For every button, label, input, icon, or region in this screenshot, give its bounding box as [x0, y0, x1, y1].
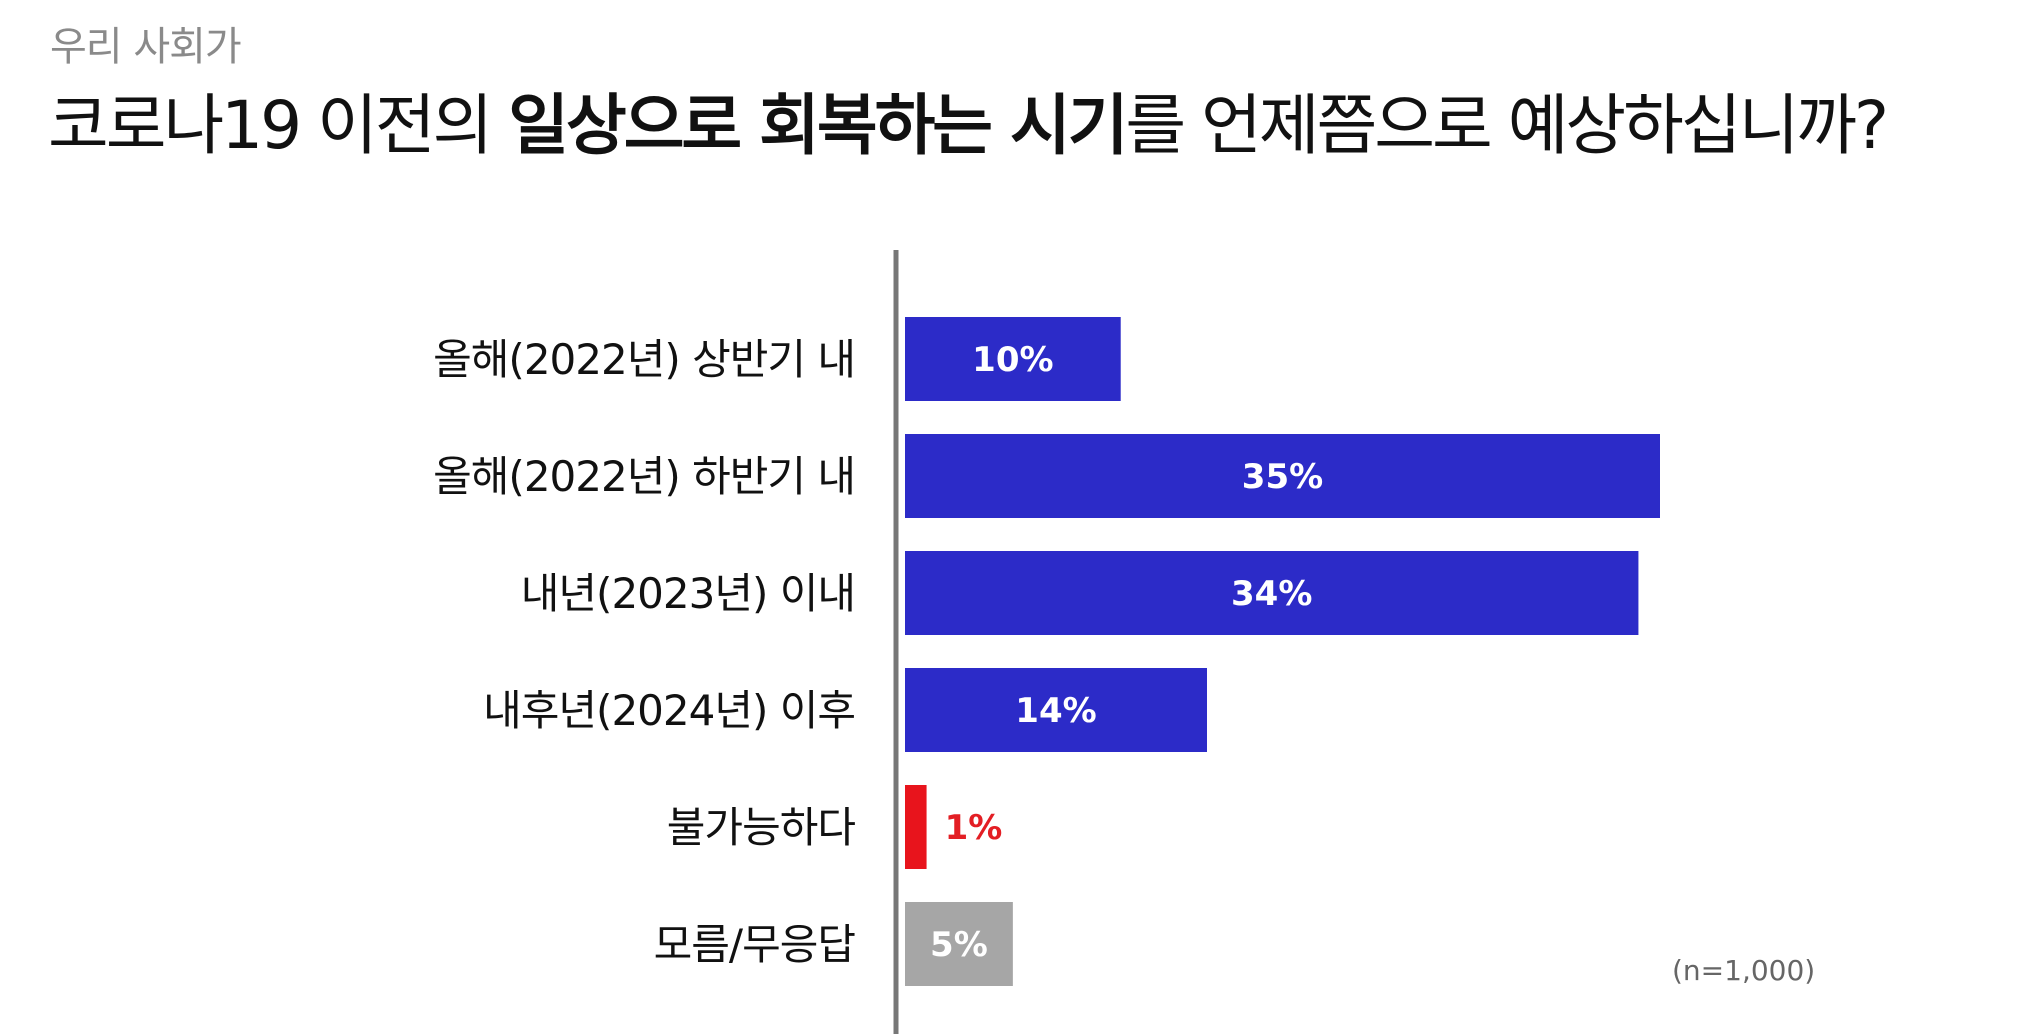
bar	[905, 902, 1013, 986]
value-label: 5%	[930, 925, 988, 965]
title-part-1: 일상으로 회복하는 시기	[508, 87, 1128, 164]
bar	[905, 317, 1121, 401]
category-label: 불가능하다	[667, 803, 856, 852]
sample-size-note: (n=1,000)	[1672, 954, 1816, 987]
chart-title: 코로나19 이전의 일상으로 회복하는 시기를 언제쯤으로 예상하십니까?	[48, 72, 1889, 168]
category-label: 올해(2022년) 하반기 내	[433, 452, 855, 501]
value-label: 10%	[972, 340, 1053, 380]
bar	[905, 434, 1660, 518]
value-label: 34%	[1231, 574, 1312, 614]
category-label: 내후년(2024년) 이후	[483, 686, 855, 735]
value-label: 35%	[1242, 457, 1323, 497]
category-label: 내년(2023년) 이내	[521, 569, 855, 618]
title-part-0: 코로나19 이전의	[48, 87, 509, 164]
category-label: 올해(2022년) 상반기 내	[433, 335, 855, 384]
category-label: 모름/무응답	[654, 920, 856, 969]
chart-subtitle: 우리 사회가	[50, 24, 242, 70]
value-label: 1%	[945, 808, 1003, 848]
bar	[905, 551, 1639, 635]
title-part-2: 를 언제쯤으로 예상하십니까?	[1125, 87, 1889, 164]
bar	[905, 785, 927, 869]
value-label: 14%	[1015, 691, 1096, 731]
bar	[905, 668, 1207, 752]
